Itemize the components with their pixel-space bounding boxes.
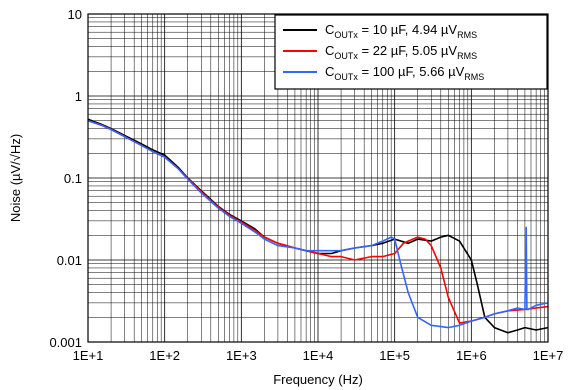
series-layer xyxy=(87,118,549,334)
x-tick-label: 1E+4 xyxy=(303,348,334,363)
x-tick-label: 1E+6 xyxy=(456,348,487,363)
tick-labels: 1E+1 1E+2 1E+3 1E+4 1E+5 1E+6 1E+7 10 1 0.1 0.01 0.… xyxy=(49,7,563,363)
series-line-3 xyxy=(87,119,549,329)
series-line-1 xyxy=(87,118,549,334)
legend-entry: COUTx = 10 µF, 4.94 µVRMS xyxy=(325,22,477,40)
y-tick-label: 0.001 xyxy=(49,335,82,350)
plot-frame xyxy=(87,13,549,343)
legend-box xyxy=(274,14,548,90)
y-tick-label: 1 xyxy=(75,89,82,104)
y-axis-label: Noise (µV/√Hz) xyxy=(8,134,23,222)
legend-entry: COUTx = 100 µF, 5.66 µVRMS xyxy=(325,64,484,82)
x-tick-label: 1E+7 xyxy=(533,348,564,363)
y-tick-label: 0.1 xyxy=(64,171,82,186)
y-tick-label: 0.01 xyxy=(57,253,82,268)
y-tick-label: 10 xyxy=(68,7,82,22)
x-tick-label: 1E+1 xyxy=(73,348,104,363)
x-tick-label: 1E+2 xyxy=(149,348,180,363)
x-tick-label: 1E+3 xyxy=(226,348,257,363)
legend: COUTx = 10 µF, 4.94 µVRMS COUTx = 22 µF, … xyxy=(274,14,548,90)
x-axis-label: Frequency (Hz) xyxy=(273,372,363,387)
x-tick-label: 1E+5 xyxy=(379,348,410,363)
legend-entry: COUTx = 22 µF, 5.05 µVRMS xyxy=(325,43,477,61)
